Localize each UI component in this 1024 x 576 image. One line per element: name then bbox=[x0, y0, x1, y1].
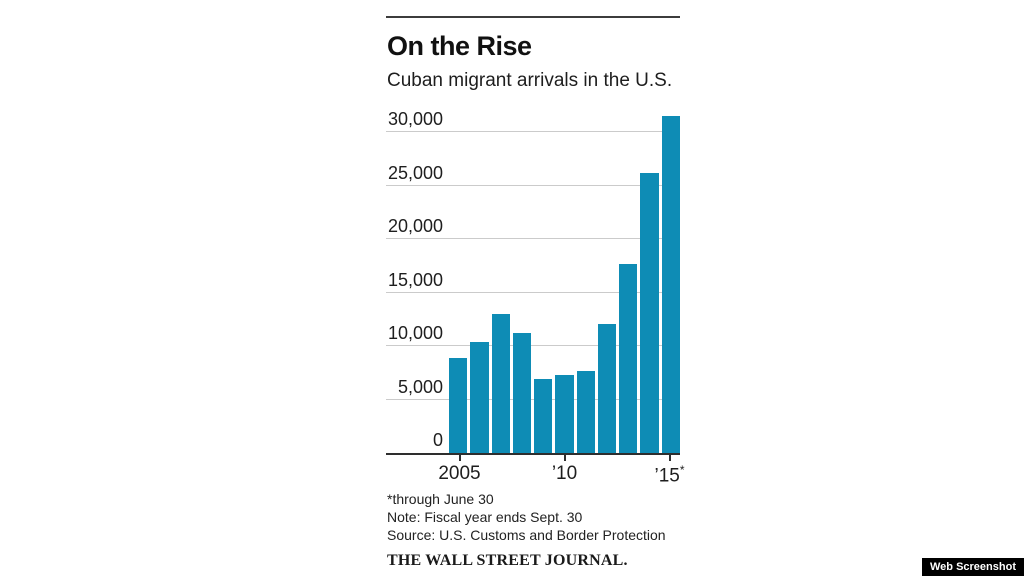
bar-2007 bbox=[491, 313, 510, 453]
bar-series bbox=[449, 103, 680, 453]
bar-2012 bbox=[597, 323, 617, 453]
bar-2006 bbox=[470, 341, 489, 453]
gridline-30000 bbox=[386, 131, 680, 132]
bar-2015 bbox=[661, 115, 680, 453]
chart-card: On the Rise Cuban migrant arrivals in th… bbox=[386, 0, 685, 576]
gridline-10000 bbox=[386, 345, 680, 346]
chart-subtitle: Cuban migrant arrivals in the U.S. bbox=[387, 70, 673, 91]
web-screenshot-badge: Web Screenshot bbox=[922, 558, 1024, 576]
header-rule bbox=[386, 16, 680, 18]
x-axis-tick bbox=[563, 455, 566, 461]
y-axis-label: 10,000 bbox=[387, 323, 443, 343]
bar-2005 bbox=[449, 357, 468, 453]
x-axis-tick bbox=[668, 455, 671, 461]
y-axis-label: 15,000 bbox=[387, 269, 443, 290]
footnote-note: Note: Fiscal year ends Sept. 30 bbox=[387, 509, 583, 525]
x-axis-zone: 2005 ’10 ’15* bbox=[438, 453, 685, 493]
x-axis-label: ’10 bbox=[551, 463, 578, 484]
x-axis-label: 2005 bbox=[438, 463, 481, 484]
bar-2014 bbox=[640, 172, 659, 453]
y-axis-label: 5,000 bbox=[397, 376, 443, 397]
bar-2010 bbox=[555, 374, 574, 453]
x-axis-tick bbox=[458, 455, 461, 461]
y-axis-label: 25,000 bbox=[387, 162, 443, 183]
footnotes: *through June 30 Note: Fiscal year ends … bbox=[387, 490, 666, 544]
y-axis-label: 30,000 bbox=[387, 109, 443, 129]
y-axis-label: 20,000 bbox=[387, 216, 443, 236]
y-axis-label: 0 bbox=[432, 430, 443, 450]
bar-2008 bbox=[512, 333, 532, 453]
gridline-5000 bbox=[386, 398, 680, 400]
bar-chart-plot: 30,000 25,000 20,000 15,000 10,000 5,000 0 200… bbox=[386, 110, 685, 486]
x-axis-label: ’15* bbox=[654, 463, 685, 487]
footnote-source: Source: U.S. Customs and Border Protecti… bbox=[387, 527, 666, 543]
gridline-25000 bbox=[386, 184, 680, 186]
footnote-asterisk: *through June 30 bbox=[387, 491, 494, 507]
x-axis-line bbox=[386, 453, 680, 455]
gridline-20000 bbox=[386, 238, 680, 239]
chart-title: On the Rise bbox=[387, 31, 532, 61]
bar-2013 bbox=[619, 263, 638, 453]
gridline-15000 bbox=[386, 291, 680, 293]
bar-2011 bbox=[576, 370, 595, 453]
bar-2009 bbox=[534, 379, 553, 453]
wsj-wordmark: THE WALL STREET JOURNAL. bbox=[387, 552, 628, 569]
